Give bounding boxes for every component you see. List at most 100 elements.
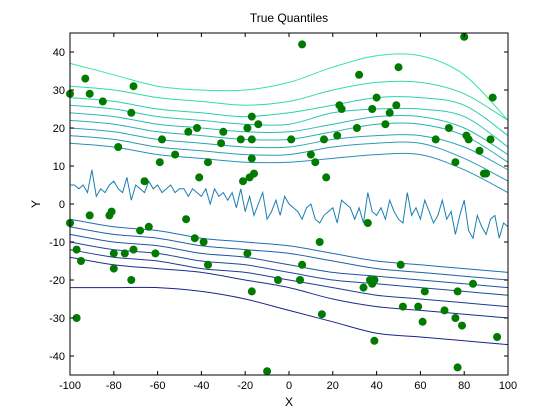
- data-point: [243, 249, 252, 258]
- data-point: [333, 131, 342, 140]
- data-point: [317, 310, 326, 319]
- upper-quantile-curve-1: [69, 142, 509, 194]
- data-point: [315, 238, 324, 246]
- data-point: [250, 169, 258, 178]
- data-point: [219, 127, 228, 136]
- y-tick-label: -10: [49, 237, 65, 249]
- data-point: [184, 127, 193, 136]
- data-point: [151, 249, 160, 258]
- lower-quantile-curve-5: [69, 249, 509, 308]
- data-point: [355, 70, 364, 79]
- data-point: [287, 135, 296, 144]
- x-tick-label: 100: [499, 380, 517, 392]
- median-quantile-curve: [70, 169, 509, 240]
- data-point: [182, 215, 191, 224]
- x-tick-label: 60: [414, 380, 426, 392]
- data-point: [254, 120, 263, 129]
- data-point: [493, 333, 502, 341]
- x-tick-label: -80: [106, 380, 122, 392]
- data-point: [120, 249, 129, 258]
- data-point: [453, 363, 462, 372]
- upper-quantile-curve-9: [69, 53, 509, 121]
- chart-title: True Quantiles: [250, 11, 328, 25]
- data-point: [458, 321, 466, 330]
- data-point: [263, 367, 272, 376]
- x-tick-label: 40: [370, 380, 382, 392]
- x-axis-label: X: [285, 395, 293, 409]
- data-point: [464, 135, 473, 144]
- data-point: [107, 207, 116, 216]
- lower-quantile-curve-1: [69, 218, 509, 273]
- lower-quantile-curve-4: [69, 241, 509, 296]
- data-point: [77, 257, 85, 265]
- data-point: [109, 264, 118, 273]
- data-point: [247, 135, 256, 144]
- data-point: [247, 154, 256, 163]
- y-tick-label: 40: [53, 47, 65, 59]
- data-point: [385, 108, 394, 117]
- data-point: [320, 135, 328, 144]
- data-point: [398, 302, 407, 311]
- data-point: [144, 222, 153, 231]
- data-point: [85, 211, 94, 220]
- data-point: [204, 158, 212, 167]
- data-point: [482, 169, 491, 178]
- data-point: [298, 260, 307, 269]
- data-point: [359, 283, 368, 292]
- x-tick-label: 0: [286, 380, 292, 392]
- data-point: [136, 226, 145, 235]
- data-point: [322, 173, 331, 182]
- y-tick-label: -20: [49, 275, 65, 287]
- data-point: [109, 249, 118, 258]
- upper-quantile-curve-5: [69, 112, 509, 156]
- x-tick-label: -100: [59, 380, 81, 392]
- data-point: [298, 40, 307, 49]
- data-point: [243, 124, 252, 132]
- data-point: [486, 135, 495, 144]
- data-point: [396, 260, 405, 269]
- x-tick-label: 80: [458, 380, 470, 392]
- data-point: [451, 158, 460, 167]
- data-point: [81, 74, 90, 83]
- data-point: [475, 146, 484, 155]
- lower-quantile-curve-3: [69, 233, 509, 289]
- data-point: [140, 177, 149, 186]
- data-point: [352, 124, 361, 132]
- x-tick-label: -40: [193, 380, 209, 392]
- y-tick-label: 30: [53, 85, 65, 97]
- x-tick-label: -20: [237, 380, 253, 392]
- data-point: [247, 287, 256, 296]
- data-point: [394, 63, 403, 72]
- y-tick-label: 10: [53, 161, 65, 173]
- data-point: [85, 89, 94, 98]
- data-point: [247, 112, 256, 121]
- data-point: [414, 302, 423, 311]
- y-tick-label: 20: [53, 123, 65, 135]
- data-point: [155, 158, 164, 167]
- data-point: [158, 135, 166, 144]
- data-point: [190, 234, 199, 243]
- data-point: [488, 93, 497, 102]
- data-point: [72, 314, 81, 322]
- upper-quantile-curve-2: [69, 135, 509, 182]
- data-point: [418, 317, 427, 326]
- data-point: [370, 276, 379, 284]
- data-point: [311, 158, 320, 167]
- data-point: [193, 124, 201, 132]
- data-point: [236, 135, 245, 144]
- axes: -100 -80 -60 -40 -20 0 20 40 60 80 100-40-30-20-10…: [49, 32, 517, 392]
- data-point: [372, 93, 381, 102]
- y-tick-label: -40: [49, 351, 65, 363]
- data-point: [72, 245, 81, 254]
- lower-quantile-curve-7: [70, 286, 509, 346]
- data-point: [431, 135, 440, 144]
- data-point: [239, 177, 247, 186]
- data-point: [363, 219, 372, 227]
- data-point: [274, 276, 282, 284]
- y-tick-label: 0: [59, 199, 65, 211]
- data-point: [114, 143, 123, 151]
- data-point: [127, 108, 136, 117]
- upper-quantile-curve-8: [69, 80, 509, 121]
